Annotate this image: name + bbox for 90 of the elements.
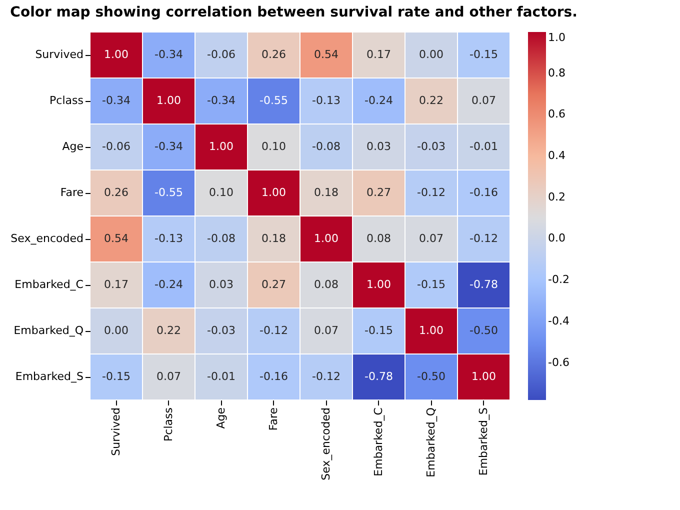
data-label: -0.08 bbox=[312, 140, 340, 153]
data-label: 0.07 bbox=[156, 370, 181, 383]
data-label: 0.17 bbox=[366, 48, 391, 61]
color-bar-label: 0.6 bbox=[548, 108, 566, 121]
y-tick-label: Survived bbox=[35, 48, 84, 61]
data-label: -0.15 bbox=[102, 370, 130, 383]
data-label: -0.12 bbox=[417, 186, 446, 199]
data-label: -0.34 bbox=[154, 48, 183, 61]
data-label: -0.06 bbox=[207, 48, 236, 61]
data-label: 0.54 bbox=[314, 48, 338, 61]
y-tick-label: Embarked_C bbox=[14, 278, 84, 291]
data-label: 0.27 bbox=[262, 278, 286, 291]
color-bar-label: -0.2 bbox=[548, 273, 570, 286]
data-label: -0.13 bbox=[312, 94, 340, 107]
color-bar-label: 0.0 bbox=[548, 232, 566, 245]
y-tick-label: Pclass bbox=[50, 94, 84, 107]
data-label: 0.26 bbox=[104, 186, 128, 199]
data-label: -0.50 bbox=[470, 324, 498, 337]
x-tick-label: Age bbox=[214, 407, 228, 429]
data-label: -0.03 bbox=[207, 324, 236, 337]
color-bar-label: -0.4 bbox=[548, 314, 570, 328]
data-label: -0.12 bbox=[470, 232, 498, 245]
data-label: -0.15 bbox=[417, 278, 446, 291]
data-label: 0.22 bbox=[156, 324, 181, 337]
x-tick-label: Fare bbox=[266, 407, 280, 431]
data-label: -0.34 bbox=[154, 140, 183, 153]
color-bar-label: 0.8 bbox=[548, 66, 566, 80]
color-bar-label: -0.6 bbox=[548, 356, 570, 369]
data-label: 0.00 bbox=[419, 48, 444, 61]
data-label: 1.00 bbox=[156, 94, 181, 107]
data-label: 1.00 bbox=[104, 48, 128, 61]
data-label: -0.24 bbox=[154, 278, 183, 291]
x-tick-label: Embarked_Q bbox=[424, 407, 438, 478]
data-label: 0.18 bbox=[314, 186, 338, 199]
chart-title: Color map showing correlation between survival rate and other factors. bbox=[10, 4, 578, 20]
data-label: 1.00 bbox=[366, 278, 391, 291]
data-label: -0.55 bbox=[260, 94, 288, 107]
data-label: -0.06 bbox=[102, 140, 130, 153]
data-label: 0.08 bbox=[366, 232, 391, 245]
data-label: 0.03 bbox=[366, 140, 391, 153]
data-label: -0.03 bbox=[417, 140, 446, 153]
data-label: 0.07 bbox=[314, 324, 338, 337]
data-label: 0.00 bbox=[104, 324, 128, 337]
data-label: -0.13 bbox=[154, 232, 183, 245]
data-label: 1.00 bbox=[472, 370, 496, 383]
data-label: 0.22 bbox=[419, 94, 444, 107]
data-label: -0.78 bbox=[470, 278, 498, 291]
data-label: -0.12 bbox=[260, 324, 288, 337]
x-tick-label: Embarked_S bbox=[476, 407, 490, 476]
data-label: 0.03 bbox=[209, 278, 234, 291]
x-tick-label: Embarked_C bbox=[372, 407, 385, 476]
data-label: 0.10 bbox=[262, 140, 286, 153]
color-bar-label: 0.2 bbox=[548, 190, 566, 204]
data-label: 1.00 bbox=[419, 324, 444, 337]
data-label: 0.27 bbox=[366, 186, 391, 199]
data-label: -0.15 bbox=[364, 324, 393, 337]
data-label: -0.12 bbox=[312, 370, 340, 383]
x-tick-label: Pclass bbox=[162, 407, 175, 442]
data-label: 0.08 bbox=[314, 278, 338, 291]
data-label: -0.34 bbox=[207, 94, 236, 107]
data-label: -0.08 bbox=[207, 232, 236, 245]
data-label: 0.10 bbox=[209, 186, 234, 199]
y-tick-label: Embarked_S bbox=[15, 370, 84, 383]
data-label: 1.00 bbox=[314, 232, 338, 245]
data-label: -0.50 bbox=[417, 370, 446, 383]
data-label: -0.01 bbox=[207, 370, 236, 383]
data-label: -0.15 bbox=[470, 48, 498, 61]
y-tick-label: Sex_encoded bbox=[10, 232, 84, 245]
color-bar-label: 0.4 bbox=[548, 149, 566, 162]
data-label: 0.17 bbox=[104, 278, 128, 291]
y-tick-label: Age bbox=[62, 140, 84, 153]
data-label: -0.01 bbox=[470, 140, 498, 153]
data-label: 0.07 bbox=[419, 232, 444, 245]
data-label: -0.55 bbox=[154, 186, 183, 199]
data-label: 0.26 bbox=[262, 48, 286, 61]
data-label: 0.07 bbox=[472, 94, 496, 107]
y-tick-label: Fare bbox=[60, 186, 84, 199]
data-label: -0.34 bbox=[102, 94, 130, 107]
data-label: -0.24 bbox=[364, 94, 393, 107]
data-label: -0.78 bbox=[364, 370, 393, 383]
x-tick-label: Sex_encoded bbox=[319, 408, 332, 480]
color-bar-label: 1.0 bbox=[548, 31, 566, 44]
x-tick-label: Survived bbox=[109, 408, 122, 456]
y-tick-label: Embarked_Q bbox=[14, 324, 84, 337]
data-label: 0.18 bbox=[262, 232, 286, 245]
data-label: 0.54 bbox=[104, 232, 128, 245]
data-label: 1.00 bbox=[209, 140, 234, 153]
data-label: -0.16 bbox=[260, 370, 288, 383]
data-label: 1.00 bbox=[262, 186, 286, 199]
data-label: -0.16 bbox=[470, 186, 498, 199]
